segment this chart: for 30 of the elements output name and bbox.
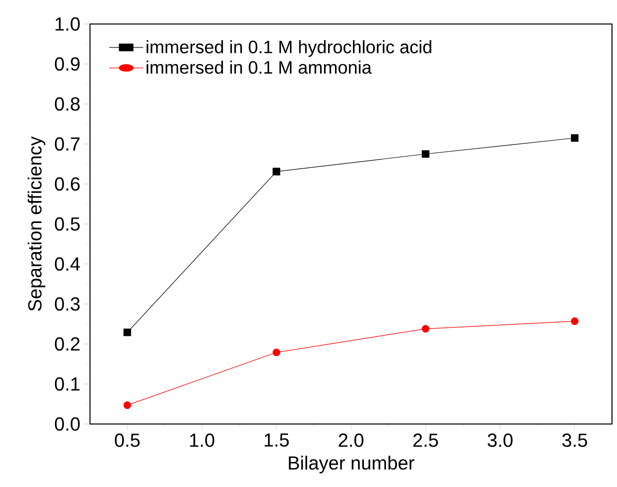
y-tick-label: 0.6 [54, 177, 80, 191]
y-tick-label: 0.5 [54, 217, 80, 231]
x-tick-label: 2.0 [338, 434, 364, 447]
point [124, 401, 132, 409]
y-tick-label: 0.3 [54, 297, 80, 311]
legend-label: immersed in 0.1 M hydrochloric acid [146, 40, 432, 57]
y-tick-label: 0.2 [54, 337, 80, 351]
y-tick-label: 0.0 [54, 417, 80, 431]
point [422, 150, 430, 158]
point [124, 328, 132, 336]
y-tick-label: 0.9 [54, 57, 80, 71]
y-tick-label: 0.8 [54, 97, 80, 111]
x-tick-label: 0.5 [114, 434, 140, 447]
x-tick-label: 1.0 [190, 434, 214, 447]
point [570, 317, 579, 325]
y-tick-label: 0.1 [54, 377, 80, 391]
x-tick-label: 2.5 [413, 434, 438, 447]
x-tick-label: 3.0 [488, 434, 513, 447]
y-tick-label: 0.7 [54, 137, 80, 151]
point [272, 168, 280, 176]
x-axis-title: Bilayer number [288, 456, 414, 474]
point [422, 325, 430, 333]
y-tick-label: 0.4 [54, 257, 80, 271]
y-axis-title: Separation efficiency [28, 136, 46, 311]
point [272, 348, 280, 356]
y-tick-label: 1.0 [56, 17, 80, 31]
point [570, 134, 579, 142]
x-tick-label: 3.5 [562, 434, 588, 447]
legend-label: immersed in 0.1 M ammonia [146, 60, 372, 74]
x-tick-label: 1.5 [264, 434, 289, 447]
